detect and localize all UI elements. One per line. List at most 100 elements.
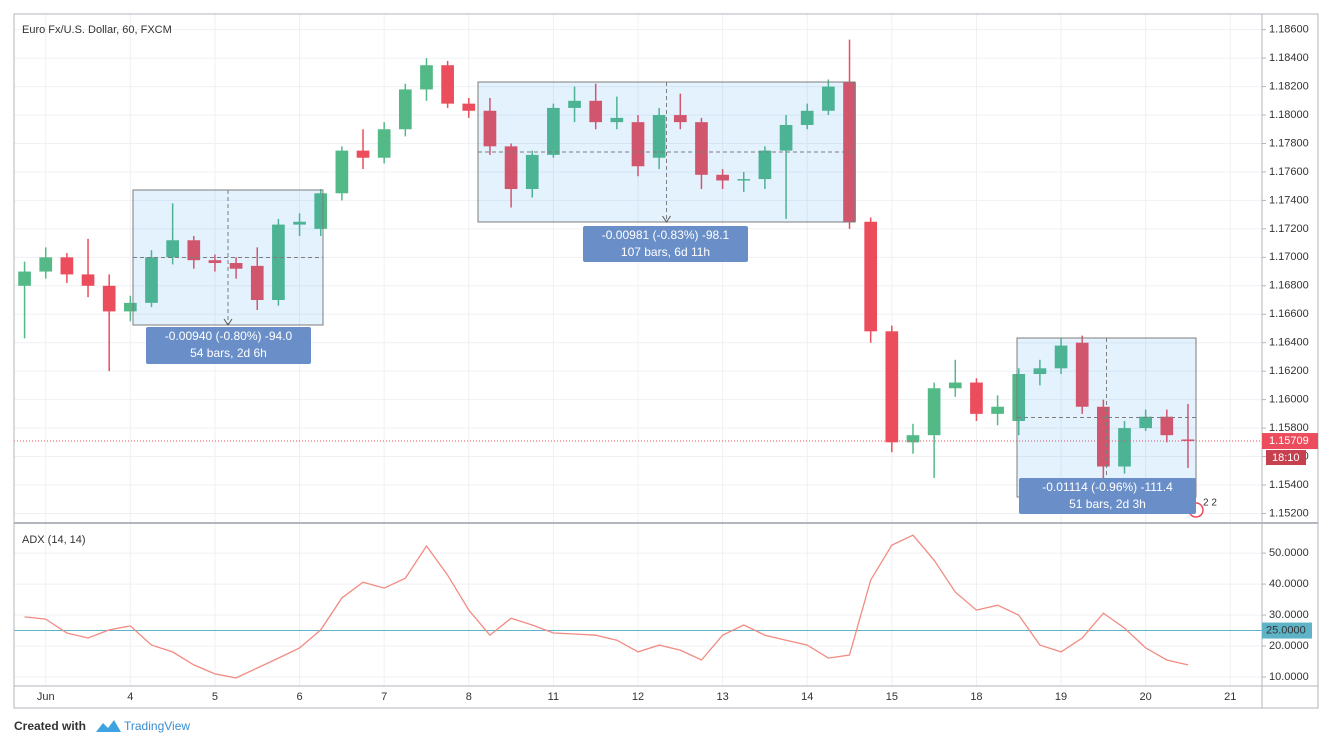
last-price-badge xyxy=(1262,433,1318,450)
x-tick-label: Jun xyxy=(37,691,55,703)
candle-body xyxy=(948,382,962,389)
candle-body xyxy=(420,65,433,90)
candle-body xyxy=(1160,416,1174,436)
measure-label-box xyxy=(583,226,748,262)
brand-link[interactable]: TradingView xyxy=(124,719,190,733)
x-tick-label: 11 xyxy=(548,691,559,703)
candle-body xyxy=(631,122,645,167)
y-tick-label: 1.18400 xyxy=(1269,52,1309,64)
candle-body xyxy=(145,257,158,303)
y-tick-label: 1.17800 xyxy=(1269,137,1309,149)
y-tick-label: 10.0000 xyxy=(1269,671,1309,683)
candle-body xyxy=(1054,345,1068,369)
footer-text: Created with xyxy=(14,719,86,733)
x-tick-label: 14 xyxy=(801,691,813,703)
candle-body xyxy=(610,117,624,123)
x-tick-label: 13 xyxy=(716,691,728,703)
candle-body xyxy=(885,331,899,443)
candle-body xyxy=(441,65,454,104)
candle-body xyxy=(166,240,179,258)
candle-body xyxy=(250,265,264,301)
candle-body xyxy=(504,146,518,190)
adx-line xyxy=(24,534,1189,679)
x-tick-label: 15 xyxy=(886,691,898,703)
y-tick-label: 1.18600 xyxy=(1269,24,1309,36)
y-tick-label: 50.0000 xyxy=(1269,547,1309,559)
candle-body xyxy=(970,382,983,414)
candle-body xyxy=(864,221,878,332)
pane-title: Euro Fx/U.S. Dollar, 60, FXCM xyxy=(22,24,172,36)
y-tick-label: 1.15400 xyxy=(1269,479,1309,491)
measure-label: 107 bars, 6d 11h xyxy=(621,245,710,259)
y-tick-label: 1.17400 xyxy=(1269,194,1309,206)
candle-body xyxy=(906,435,920,443)
candle-body xyxy=(39,257,53,272)
candle-body xyxy=(568,100,581,108)
data-layer xyxy=(14,39,1262,679)
measure-label: -0.00940 (-0.80%) -94.0 xyxy=(165,329,293,343)
candle-body xyxy=(335,150,349,194)
candle-body xyxy=(1012,374,1026,421)
candle-body xyxy=(314,193,328,229)
annotation-layer: 2 2 -0.00940 (-0.80%) -94.0 54 bars, 2d 6h… xyxy=(132,81,1217,518)
candle-body xyxy=(398,89,412,130)
candle-body xyxy=(927,388,941,436)
candle-body xyxy=(1181,439,1195,441)
candle-body xyxy=(589,100,603,123)
measure-label-box xyxy=(146,327,311,364)
y-tick-label: 1.16200 xyxy=(1269,365,1309,377)
measure-label: -0.01114 (-0.96%) -111.4 xyxy=(1042,480,1173,494)
candle-body xyxy=(1118,428,1131,467)
candle-body xyxy=(779,124,793,151)
countdown-badge xyxy=(1266,450,1306,466)
reference-badge xyxy=(1262,622,1312,639)
candle-body xyxy=(208,260,222,264)
measure-arrow xyxy=(223,318,233,326)
candle-body xyxy=(462,103,476,111)
candle-body xyxy=(737,179,751,181)
candle-body xyxy=(60,257,74,275)
candle-body xyxy=(695,122,708,175)
y-tick-label: 40.0000 xyxy=(1269,578,1309,590)
x-tick-label: 12 xyxy=(632,691,644,703)
footer: Created with TradingView xyxy=(14,719,190,733)
measure-arrow xyxy=(662,215,671,223)
last-price-label: 1.15709 xyxy=(1269,435,1309,447)
y-tick-label: 1.15800 xyxy=(1269,422,1309,434)
y-tick-label: 1.15200 xyxy=(1269,507,1309,519)
brand-logo xyxy=(96,720,121,732)
y-tick-label: 1.16600 xyxy=(1269,308,1309,320)
x-tick-label: 4 xyxy=(127,691,133,703)
y-tick-label: 30.0000 xyxy=(1269,609,1309,621)
grid-layer xyxy=(14,14,1262,686)
reference-label: 25.0000 xyxy=(1266,624,1306,636)
x-tick-label: 5 xyxy=(212,691,218,703)
candle-body xyxy=(525,154,539,190)
x-tick-label: 20 xyxy=(1140,691,1152,703)
axis-layer: Jun 4 5 6 7 8 11 12 13 14 15 18 19 20 21 1.15200 1.15400… xyxy=(13,13,1319,709)
candle-body xyxy=(758,150,772,180)
candle-body xyxy=(822,86,835,111)
measure-label-box xyxy=(1019,478,1196,514)
candle-body xyxy=(1033,368,1047,375)
y-tick-label: 1.16400 xyxy=(1269,337,1309,349)
candle-body xyxy=(123,302,137,312)
y-tick-label: 1.18200 xyxy=(1269,80,1309,92)
x-tick-label: 7 xyxy=(381,691,387,703)
pane-title: ADX (14, 14) xyxy=(22,534,86,546)
candle-body xyxy=(800,110,814,125)
y-tick-label: 1.17600 xyxy=(1269,166,1309,178)
candle-body xyxy=(716,174,729,181)
candle-body xyxy=(356,150,370,158)
candle-body xyxy=(1075,342,1089,407)
y-tick-label: 1.17000 xyxy=(1269,251,1309,263)
measure-label: 54 bars, 2d 6h xyxy=(190,346,267,360)
y-tick-label: 1.16000 xyxy=(1269,394,1309,406)
candle-body xyxy=(547,107,560,155)
event-label: 2 2 xyxy=(1203,498,1217,509)
candle-body xyxy=(102,285,116,312)
candle-body xyxy=(483,110,497,147)
x-tick-label: 8 xyxy=(466,691,472,703)
y-tick-label: 1.16800 xyxy=(1269,280,1309,292)
